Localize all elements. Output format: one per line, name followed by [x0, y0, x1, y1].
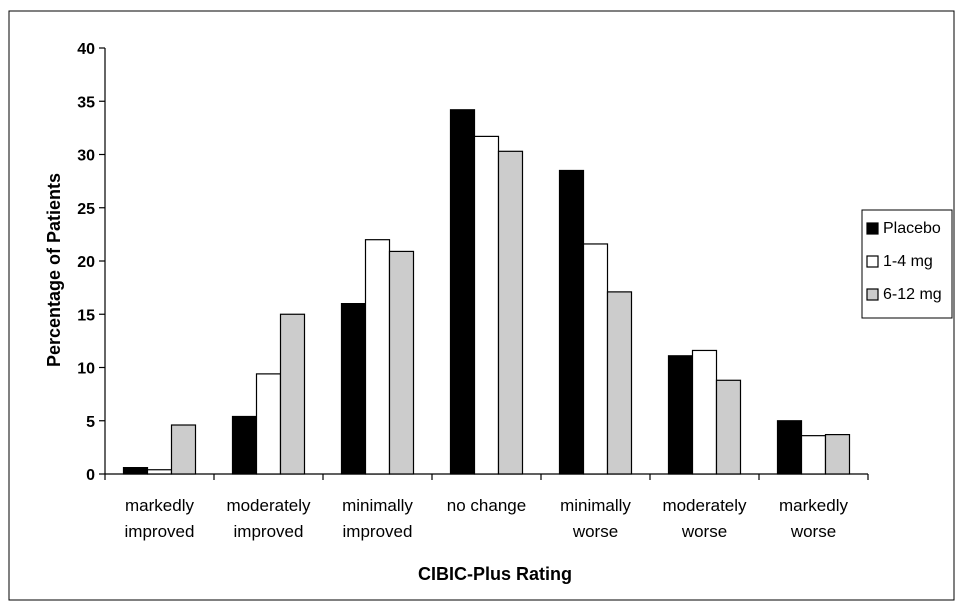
- bars: [122, 109, 851, 475]
- y-axis: 0 5 10 15 20 25 30 35 40: [77, 41, 106, 484]
- bar-1-4-mg-5: [691, 349, 718, 475]
- y-tick-label: 10: [77, 361, 95, 378]
- y-tick-label: 35: [77, 94, 95, 111]
- bar-placebo-4: [558, 169, 585, 475]
- chart-frame: [8, 10, 955, 601]
- bar-6-12-mg-3: [497, 150, 524, 475]
- x-category-label: no change: [447, 496, 526, 515]
- legend: Placebo 1-4 mg 6-12 mg: [861, 209, 953, 319]
- x-category-label: worse: [681, 522, 727, 541]
- y-tick-label: 15: [77, 307, 95, 324]
- bar-1-4-mg-4: [582, 243, 609, 475]
- x-axis-title: CIBIC-Plus Rating: [418, 564, 572, 584]
- x-category-label: improved: [234, 522, 304, 541]
- legend-swatch: [866, 222, 879, 235]
- bar-6-12-mg-5: [715, 379, 742, 475]
- bar-placebo-1: [231, 415, 258, 475]
- y-tick-label: 5: [86, 414, 95, 431]
- y-tick-label: 25: [77, 201, 95, 218]
- bar-6-12-mg-0: [170, 424, 197, 475]
- bar-placebo-5: [667, 355, 694, 475]
- legend-label: 1-4 mg: [883, 253, 933, 270]
- legend-label: Placebo: [883, 220, 941, 237]
- x-category-label: improved: [343, 522, 413, 541]
- legend-swatch: [866, 255, 879, 268]
- x-category-label: minimally: [560, 496, 631, 515]
- category-labels: markedly improved moderately improved minima…: [125, 496, 849, 541]
- y-tick-label: 20: [77, 254, 95, 271]
- bar-placebo-6: [776, 420, 803, 475]
- y-tick-label: 40: [77, 41, 95, 58]
- x-category-label: improved: [125, 522, 195, 541]
- x-category-label: moderately: [662, 496, 747, 515]
- y-axis-title: Percentage of Patients: [44, 173, 64, 367]
- x-category-label: worse: [572, 522, 618, 541]
- x-axis: [104, 473, 869, 480]
- bar-1-4-mg-3: [473, 135, 500, 475]
- bar-placebo-0: [122, 467, 149, 475]
- x-category-label: worse: [790, 522, 836, 541]
- legend-label: 6-12 mg: [883, 286, 942, 303]
- bar-6-12-mg-1: [279, 313, 306, 475]
- x-category-label: markedly: [779, 496, 848, 515]
- bar-placebo-3: [449, 109, 476, 475]
- bar-1-4-mg-6: [800, 435, 827, 475]
- x-category-label: minimally: [342, 496, 413, 515]
- x-category-label: markedly: [125, 496, 194, 515]
- bar-6-12-mg-6: [824, 433, 851, 475]
- y-tick-label: 30: [77, 148, 95, 165]
- bar-6-12-mg-4: [606, 291, 633, 475]
- bar-placebo-2: [340, 303, 367, 475]
- x-category-label: moderately: [226, 496, 311, 515]
- bar-1-4-mg-2: [364, 239, 391, 475]
- bar-1-4-mg-0: [146, 469, 173, 475]
- y-tick-label: 0: [86, 467, 95, 484]
- legend-swatch: [866, 288, 879, 301]
- bar-6-12-mg-2: [388, 250, 415, 475]
- bar-1-4-mg-1: [255, 373, 282, 475]
